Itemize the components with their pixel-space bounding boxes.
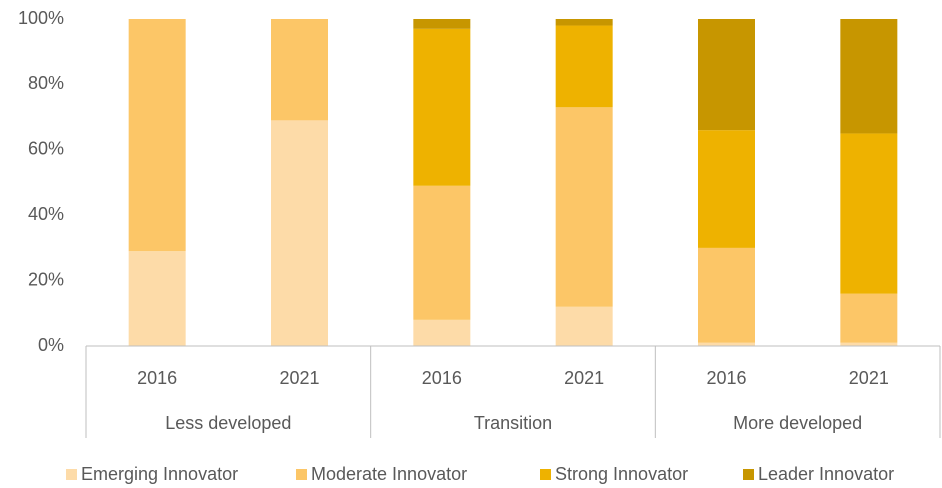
x-tick-label: 2016	[422, 368, 462, 388]
group-label: Transition	[474, 413, 552, 433]
bar-segment	[555, 306, 613, 346]
bar-segment	[555, 107, 613, 307]
bar-segment	[413, 19, 471, 29]
x-tick-label: 2016	[137, 368, 177, 388]
bar-segment	[840, 19, 898, 134]
group-label: More developed	[733, 413, 862, 433]
legend-label: Emerging Innovator	[81, 464, 238, 484]
bar-segment	[413, 185, 471, 320]
y-tick-label: 100%	[18, 8, 64, 28]
y-tick-label: 80%	[28, 73, 64, 93]
bar-segment	[271, 120, 328, 347]
bar-segment	[555, 25, 613, 108]
bar-segment	[413, 319, 471, 346]
bar-segment	[840, 293, 898, 343]
legend-swatch	[743, 469, 754, 480]
bar-segment	[128, 251, 186, 346]
bar-segment	[271, 19, 328, 121]
y-tick-label: 60%	[28, 139, 64, 159]
x-tick-label: 2021	[564, 368, 604, 388]
bar-segment	[698, 130, 755, 248]
legend-swatch	[66, 469, 77, 480]
y-tick-label: 40%	[28, 204, 64, 224]
bar-segment	[128, 19, 186, 252]
legend-label: Strong Innovator	[555, 464, 688, 484]
y-tick-label: 0%	[38, 335, 64, 355]
x-tick-label: 2016	[706, 368, 746, 388]
bar-segment	[413, 28, 471, 186]
bar-segment	[698, 247, 755, 343]
bar-segment	[840, 133, 898, 294]
legend-swatch	[296, 469, 307, 480]
group-label: Less developed	[165, 413, 291, 433]
bar-segment	[840, 342, 898, 346]
bar-segment	[698, 342, 755, 346]
x-tick-label: 2021	[279, 368, 319, 388]
y-tick-label: 20%	[28, 269, 64, 289]
bar-segment	[698, 19, 755, 131]
legend-label: Leader Innovator	[758, 464, 894, 484]
legend-swatch	[540, 469, 551, 480]
bar-segment	[555, 19, 613, 26]
legend-label: Moderate Innovator	[311, 464, 467, 484]
x-tick-label: 2021	[849, 368, 889, 388]
